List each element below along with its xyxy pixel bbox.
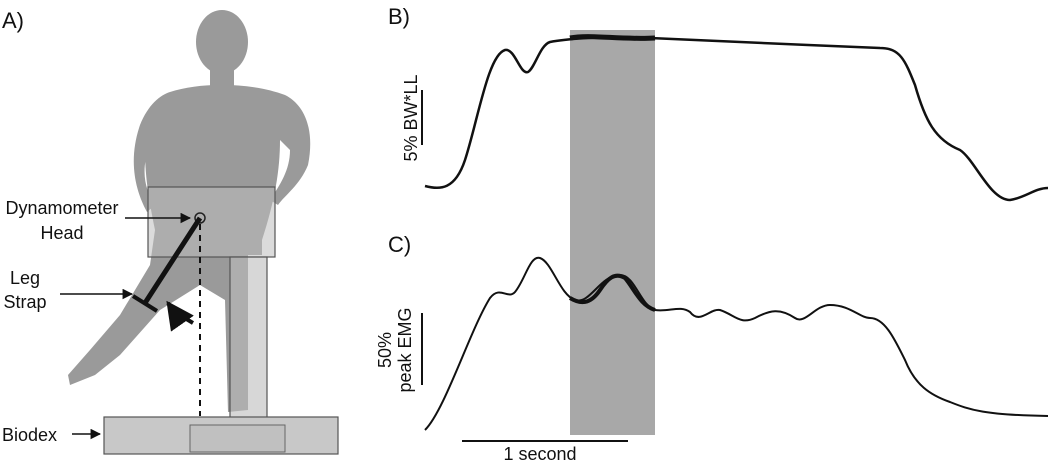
force-trace-window: [569, 34, 656, 41]
label: Head: [40, 223, 83, 243]
scale-label: 50%: [375, 332, 395, 368]
axis-dot: [194, 212, 206, 224]
lever-arm: [142, 216, 203, 305]
scale-label: 1 second: [503, 444, 576, 464]
label: Dynamometer: [5, 198, 118, 218]
scale-label: 5% BW*LL: [401, 74, 421, 161]
strap: [131, 294, 159, 313]
label: Biodex: [2, 425, 57, 445]
biodex-pad: [189, 424, 286, 453]
panel-label: A): [2, 8, 24, 33]
biodex-post: [229, 256, 268, 419]
scale-label: peak EMG: [395, 307, 415, 392]
rotation-arrow: [166, 300, 195, 332]
panel-label: B): [388, 4, 410, 29]
label: Leg: [10, 268, 40, 288]
dynamometer-box: [147, 186, 276, 258]
analysis-window: [570, 30, 655, 435]
panel-label: C): [388, 232, 411, 257]
force-trace: [424, 35, 1049, 202]
emg-trace: [424, 256, 1049, 431]
emg-trace-window: [568, 273, 656, 312]
label: Strap: [3, 292, 46, 312]
